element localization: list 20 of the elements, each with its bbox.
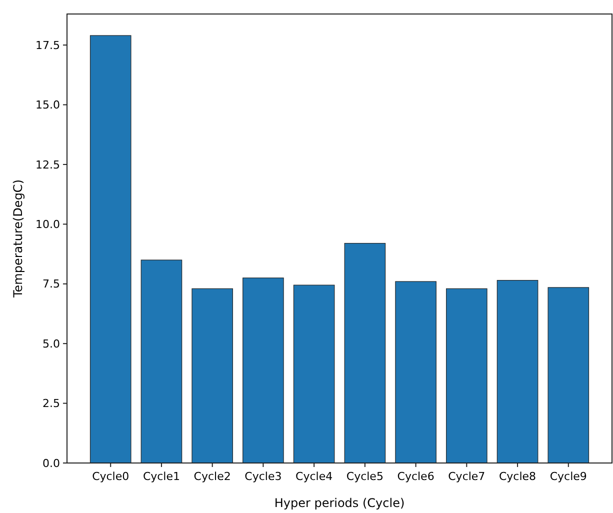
x-tick-label: Cycle7 <box>448 470 486 483</box>
y-tick-label: 5.0 <box>42 337 60 350</box>
x-tick-label: Cycle8 <box>499 470 536 483</box>
x-tick-label: Cycle1 <box>142 470 180 483</box>
y-tick-label: 10.0 <box>36 218 60 232</box>
y-tick-label: 15.0 <box>36 98 60 112</box>
x-axis-title: Hyper periods (Cycle) <box>274 496 405 510</box>
y-tick-label: 7.5 <box>42 278 60 291</box>
x-tick-label: Cycle2 <box>194 470 231 483</box>
y-tick-label: 2.5 <box>42 397 60 410</box>
x-tick-label: Cycle5 <box>346 470 384 483</box>
y-tick-label: 12.5 <box>36 158 60 172</box>
x-tick-label: Cycle4 <box>296 470 333 483</box>
x-tick-label: Cycle9 <box>550 470 587 483</box>
y-tick-label: 17.5 <box>36 38 60 52</box>
y-axis-title: Temperature(DegC) <box>11 180 25 298</box>
y-tick-label: 0.0 <box>42 456 60 470</box>
x-tick-label: Cycle6 <box>397 470 434 483</box>
x-tick-label: Cycle0 <box>92 470 130 483</box>
x-tick-label: Cycle3 <box>244 470 282 483</box>
